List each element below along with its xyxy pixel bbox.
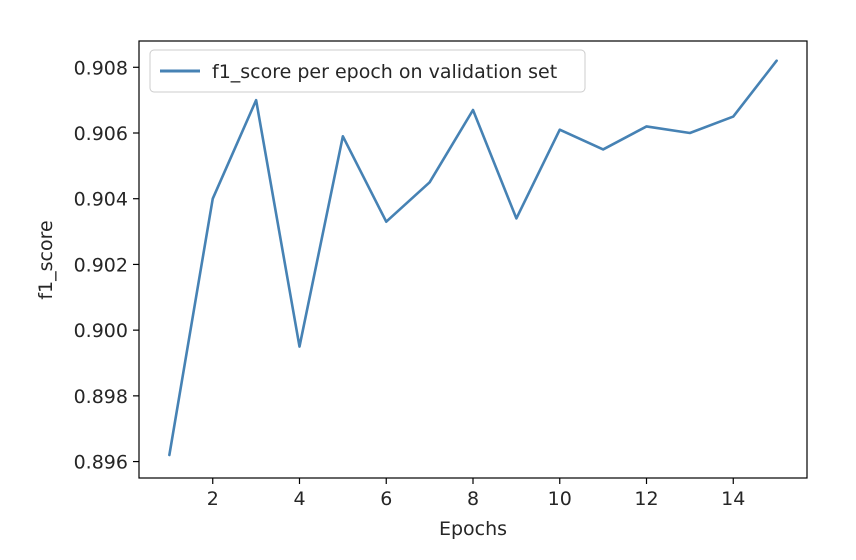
y-tick-label: 0.908 <box>74 57 128 79</box>
series-layer <box>169 61 776 455</box>
x-tick-label: 6 <box>380 488 392 510</box>
y-tick-label: 0.898 <box>74 386 128 408</box>
axes-frame <box>139 41 807 478</box>
y-tick-label: 0.906 <box>74 123 128 145</box>
series-line <box>169 61 776 455</box>
x-axis-label: Epochs <box>439 518 507 540</box>
y-tick-label: 0.904 <box>74 189 128 211</box>
y-tick-label: 0.902 <box>74 254 128 276</box>
x-tick-label: 10 <box>548 488 572 510</box>
plot-frame <box>139 41 807 478</box>
y-tick-label: 0.900 <box>74 320 128 342</box>
legend: f1_score per epoch on validation set <box>150 50 585 92</box>
x-tick-label: 12 <box>634 488 658 510</box>
legend-label: f1_score per epoch on validation set <box>212 61 557 83</box>
y-axis-label: f1_score <box>35 220 57 299</box>
x-tick-label: 4 <box>293 488 305 510</box>
x-tick-label: 8 <box>467 488 479 510</box>
y-axis: 0.896 0.898 0.900 0.902 0.904 0.906 0.908 <box>74 57 139 473</box>
x-tick-label: 14 <box>721 488 745 510</box>
x-tick-label: 2 <box>207 488 219 510</box>
x-axis: 2 4 6 8 10 12 14 <box>207 478 746 510</box>
y-tick-label: 0.896 <box>74 452 128 474</box>
